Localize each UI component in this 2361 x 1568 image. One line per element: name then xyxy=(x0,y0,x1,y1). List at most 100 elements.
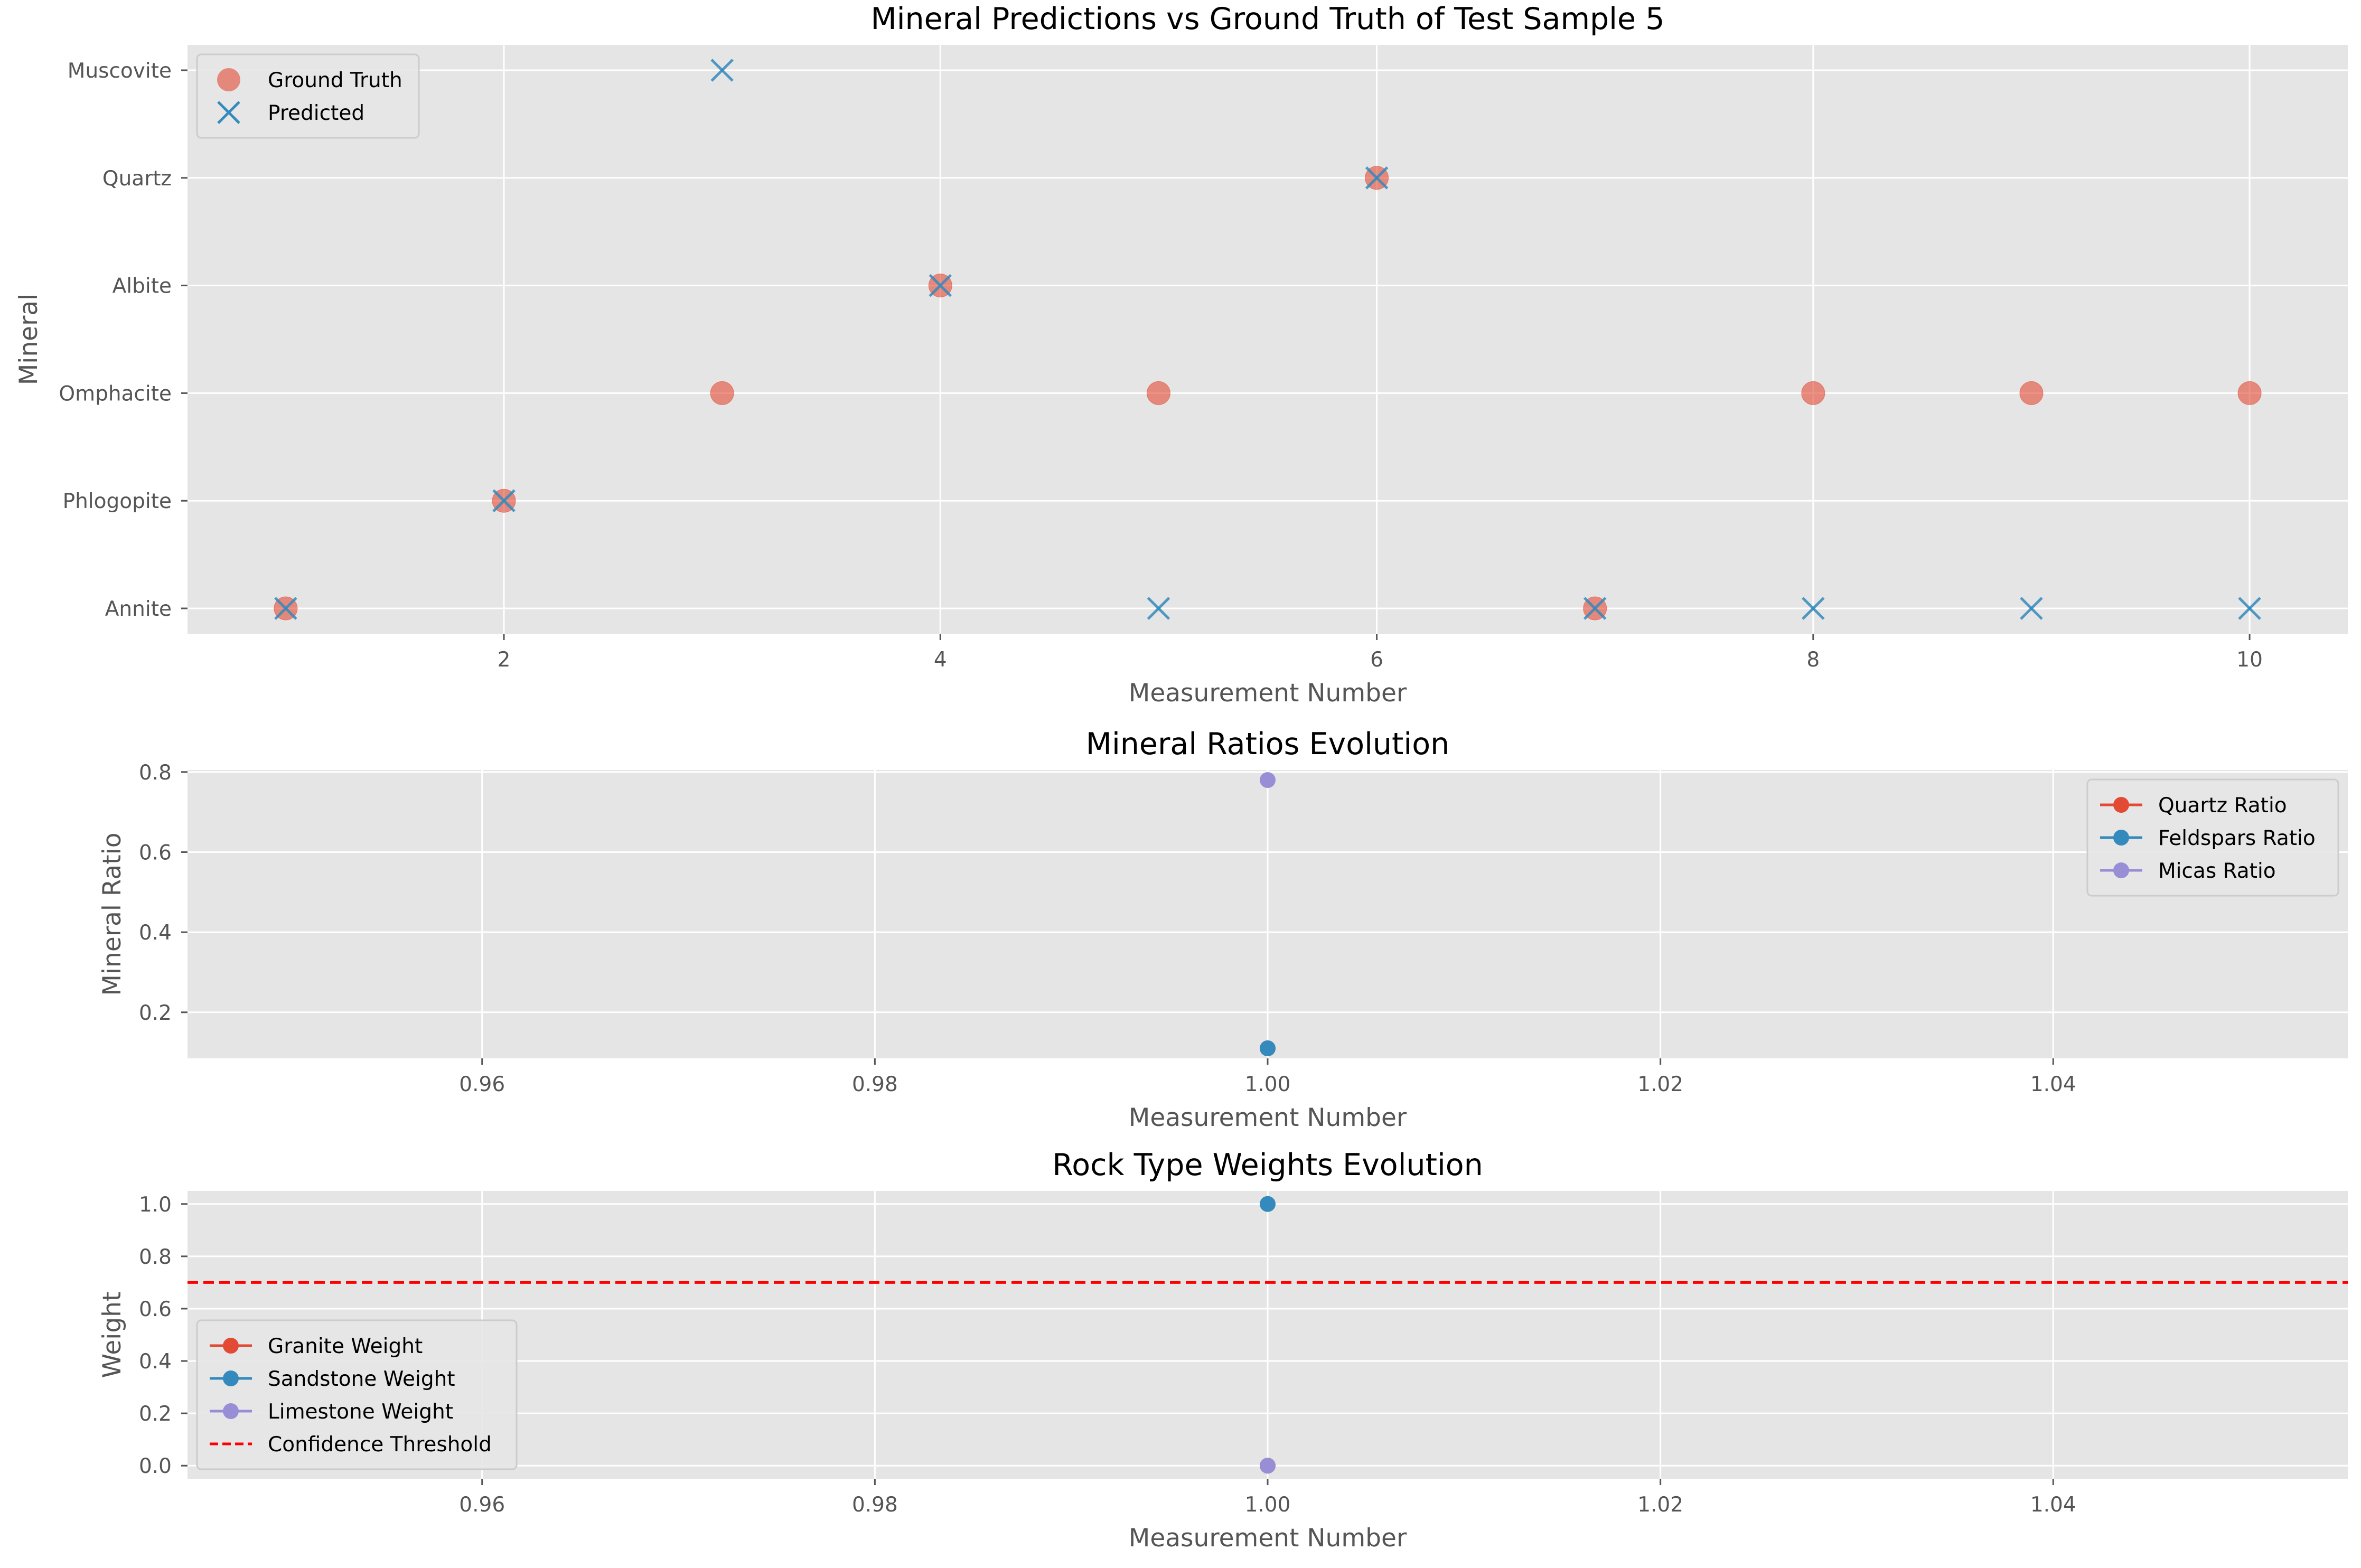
ground-truth-point xyxy=(2019,381,2044,405)
predicted-stroke xyxy=(2020,597,2043,620)
chart-2: 0.96 0.98 1.00 1.02 1.04 0.2 0.4 0.6 0.8 Mineral … xyxy=(98,727,2348,1132)
data-point-feldspars-ratio xyxy=(1260,1040,1276,1057)
legend-label: Feldspars Ratio xyxy=(2158,827,2316,850)
predicted-point xyxy=(1365,166,1389,190)
legend-entry: Sandstone Weight xyxy=(210,1367,455,1391)
predicted-stroke xyxy=(1147,597,1170,620)
data-point-limestone-weight xyxy=(1260,1458,1276,1474)
legend-label: Sandstone Weight xyxy=(268,1367,455,1391)
y-tick-label: 1.0 xyxy=(139,1193,172,1217)
data-point-sandstone-weight xyxy=(1260,1196,1276,1212)
ground-truth-point xyxy=(1146,381,1170,405)
predicted-point xyxy=(1583,597,1607,620)
y-axis-label: Weight xyxy=(98,1292,127,1378)
y-axis-label: Mineral xyxy=(14,294,43,386)
predicted-point xyxy=(2238,597,2261,620)
chart-3: 0.96 0.98 1.00 1.02 1.04 0.0 0.2 0.4 0.6 0.8 1.0 Ro… xyxy=(98,1148,2348,1553)
x-tick-label: 1.00 xyxy=(1245,1493,1291,1517)
predicted-point xyxy=(710,59,734,82)
x-tick-label: 0.96 xyxy=(459,1073,505,1096)
legend-label: Quartz Ratio xyxy=(2158,794,2287,818)
y-tick-label: 0.4 xyxy=(139,1350,172,1374)
y-axis-label: Mineral Ratio xyxy=(98,832,127,996)
y-tick-label: Muscovite xyxy=(68,59,172,83)
x-tick-label: 8 xyxy=(1806,648,1820,672)
legend-x-icon xyxy=(217,101,240,124)
x-axis-label: Measurement Number xyxy=(1129,679,1407,708)
y-tick-label: 0.6 xyxy=(139,1298,172,1321)
x-tick-label: 0.96 xyxy=(459,1493,505,1517)
y-tick-label: 0.0 xyxy=(139,1454,172,1478)
legend-label: Micas Ratio xyxy=(2158,859,2276,883)
x-tick-label: 0.98 xyxy=(852,1073,898,1096)
legend-entry: Micas Ratio xyxy=(2100,859,2276,883)
predicted-point xyxy=(274,597,297,620)
x-tick-label: 1.02 xyxy=(1637,1493,1683,1517)
legend-circle-icon xyxy=(217,68,240,91)
predicted-stroke xyxy=(2238,597,2261,620)
legend-entry: Ground Truth xyxy=(217,68,402,92)
legend-marker-icon xyxy=(2113,797,2129,813)
x-tick-label: 10 xyxy=(2236,648,2263,672)
predicted-stroke xyxy=(274,597,297,620)
legend-frame xyxy=(196,1319,518,1470)
x-tick-label: 1.00 xyxy=(1245,1073,1291,1096)
legend-entry: Predicted xyxy=(217,101,364,125)
legend-label: Confidence Threshold xyxy=(268,1433,492,1457)
predicted-stroke xyxy=(710,59,734,82)
legend-label: Predicted xyxy=(268,101,364,125)
x-axis-label: Measurement Number xyxy=(1129,1524,1407,1553)
legend-label: Ground Truth xyxy=(268,69,402,92)
x-tick-label: 2 xyxy=(498,648,511,672)
x-tick-label: 0.98 xyxy=(852,1493,898,1517)
legend-frame xyxy=(196,53,420,139)
y-tick-label: 0.8 xyxy=(139,1245,172,1269)
legend-entry: Quartz Ratio xyxy=(2100,794,2287,818)
ground-truth-point xyxy=(1801,381,1825,405)
predicted-stroke xyxy=(1583,597,1607,620)
predicted-point xyxy=(1147,597,1170,620)
predicted-point xyxy=(2020,597,2043,620)
legend-marker-icon xyxy=(223,1338,239,1354)
legend-entry: Confidence Threshold xyxy=(210,1433,492,1457)
y-tick-label: Albite xyxy=(113,275,172,298)
legend-marker-icon xyxy=(2113,862,2129,878)
x-tick-label: 1.04 xyxy=(2030,1493,2076,1517)
y-tick-label: Omphacite xyxy=(59,382,172,406)
legend-marker-icon xyxy=(223,1403,239,1419)
ground-truth-point xyxy=(2237,381,2262,405)
predicted-stroke xyxy=(1365,166,1389,190)
plot-area xyxy=(188,45,2348,634)
legend-entry: Feldspars Ratio xyxy=(2100,827,2316,850)
legend: Granite Weight Sandstone Weight Limestone … xyxy=(196,1319,518,1470)
predicted-point xyxy=(1802,597,1825,620)
y-tick-label: 0.2 xyxy=(139,1001,172,1025)
chart-title: Rock Type Weights Evolution xyxy=(1052,1148,1483,1182)
x-tick-label: 4 xyxy=(934,648,947,672)
data-point-micas-ratio xyxy=(1260,772,1276,788)
legend: Ground Truth Predicted xyxy=(196,53,420,139)
y-tick-label: 0.8 xyxy=(139,761,172,785)
legend-frame xyxy=(2086,778,2339,897)
y-tick-label: Phlogopite xyxy=(63,490,172,513)
chart-title: Mineral Ratios Evolution xyxy=(1086,727,1449,762)
legend-marker-icon xyxy=(223,1370,239,1386)
x-tick-label: 1.04 xyxy=(2030,1073,2076,1096)
legend-marker-icon xyxy=(2113,830,2129,846)
ground-truth-point xyxy=(710,381,734,405)
y-tick-label: 0.4 xyxy=(139,921,172,945)
legend-label: Granite Weight xyxy=(268,1335,423,1358)
y-tick-label: Quartz xyxy=(102,167,172,191)
chart-1: 2 4 6 8 10 Annite Phlogopite Omphacite Albite Qua… xyxy=(14,2,2348,708)
predicted-stroke xyxy=(492,489,516,512)
legend: Quartz Ratio Feldspars Ratio Micas Ratio xyxy=(2086,778,2339,897)
x-axis-label: Measurement Number xyxy=(1129,1103,1407,1132)
x-tick-label: 6 xyxy=(1370,648,1383,672)
predicted-stroke xyxy=(929,274,952,297)
y-tick-label: Annite xyxy=(105,597,172,621)
legend-label: Limestone Weight xyxy=(268,1400,453,1424)
x-tick-label: 1.02 xyxy=(1637,1073,1683,1096)
y-tick-label: 0.2 xyxy=(139,1402,172,1426)
predicted-stroke xyxy=(1802,597,1825,620)
